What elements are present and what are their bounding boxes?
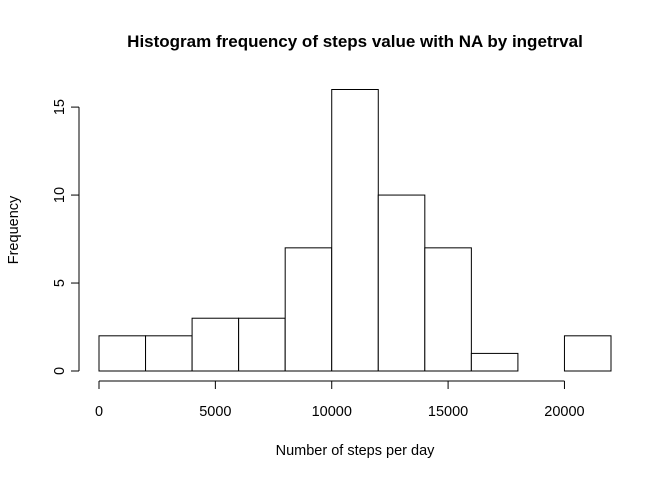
histogram-bar-10 bbox=[563, 335, 612, 372]
x-tick-label-1: 5000 bbox=[199, 404, 231, 420]
y-axis: 0 5 10 15 bbox=[52, 99, 80, 375]
x-axis: 0 5000 10000 15000 20000 bbox=[95, 380, 585, 420]
y-tick-label-0: 0 bbox=[52, 367, 68, 375]
y-tick-label-1: 5 bbox=[52, 279, 68, 287]
histogram-bars bbox=[98, 89, 612, 372]
chart-title: Histogram frequency of steps value with … bbox=[127, 32, 583, 51]
histogram-bar-5 bbox=[331, 89, 379, 372]
x-tick-label-2: 10000 bbox=[312, 404, 352, 420]
histogram-bar-4 bbox=[284, 247, 333, 372]
x-axis-label: Number of steps per day bbox=[276, 443, 436, 459]
y-axis-label: Frequency bbox=[6, 195, 22, 264]
histogram-bar-6 bbox=[377, 194, 426, 372]
histogram-bar-2 bbox=[191, 317, 240, 372]
histogram-bar-7 bbox=[424, 247, 472, 372]
x-tick-label-0: 0 bbox=[95, 404, 103, 420]
histogram-bar-8 bbox=[470, 352, 519, 372]
y-tick-label-2: 10 bbox=[52, 187, 68, 203]
histogram-bar-3 bbox=[238, 317, 286, 372]
histogram-bar-0 bbox=[98, 335, 147, 372]
y-tick-label-3: 15 bbox=[52, 99, 68, 115]
x-tick-label-4: 20000 bbox=[544, 404, 584, 420]
x-tick-label-3: 15000 bbox=[428, 404, 468, 420]
histogram-bar-1 bbox=[145, 335, 193, 372]
